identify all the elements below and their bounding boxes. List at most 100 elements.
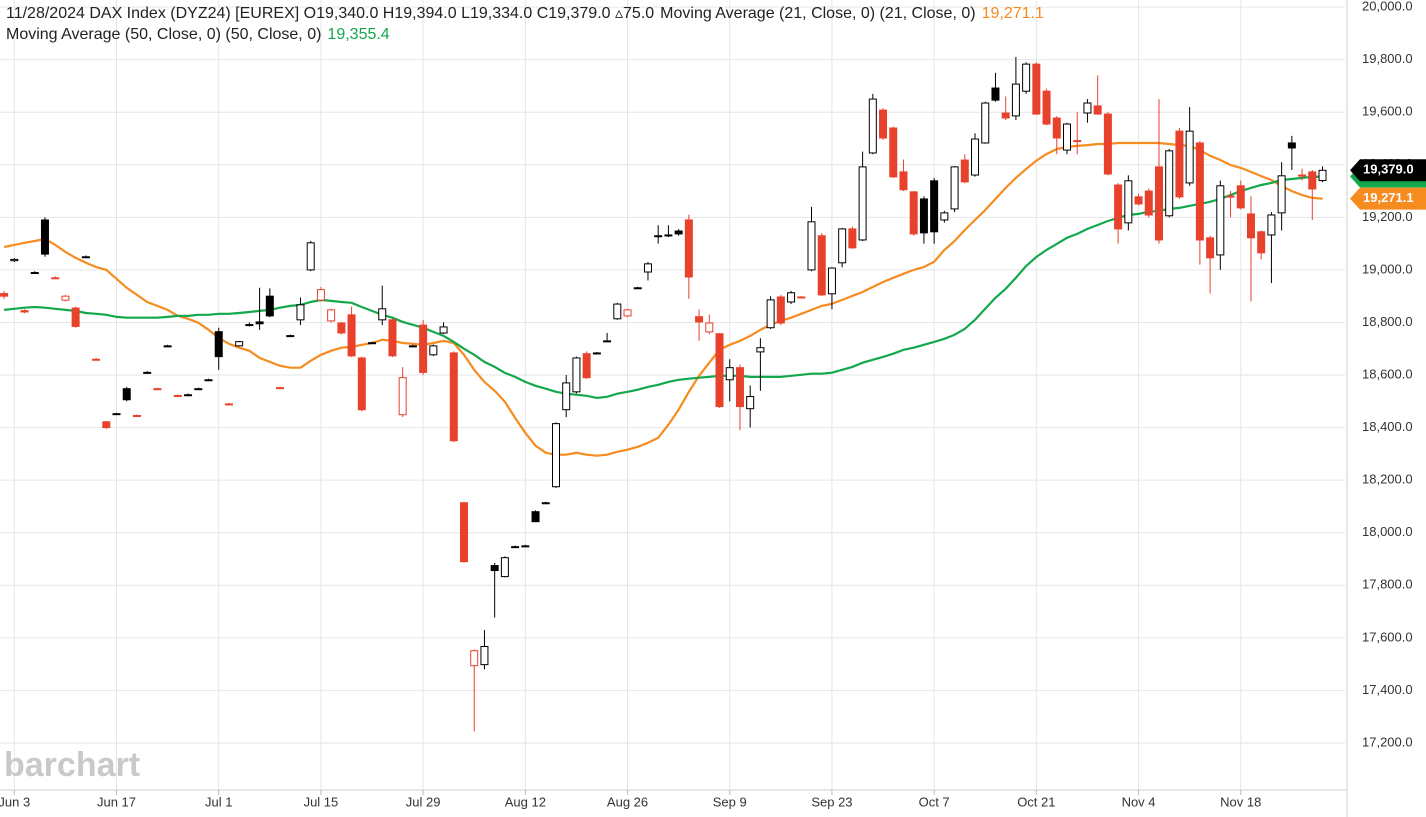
candle-body (868, 98, 877, 154)
candle-body (327, 309, 336, 322)
candle-body (30, 272, 39, 275)
candle-body (623, 309, 632, 317)
x-tick-label: Oct 7 (919, 794, 950, 809)
ma-line (3, 175, 1323, 400)
candle-body (1144, 190, 1153, 216)
candle-body (439, 326, 448, 334)
candle-body (51, 277, 60, 280)
y-tick-label: 17,400.0 (1362, 682, 1413, 697)
candle-body (1185, 130, 1194, 184)
header: 11/28/2024 DAX Index (DYZ24) [EUREX] O19… (6, 5, 654, 22)
candle-body (725, 367, 734, 381)
x-tick-label: Oct 21 (1017, 794, 1055, 809)
candle-body (838, 228, 847, 264)
candle-body (1287, 142, 1296, 149)
x-tick-label: Sep 9 (713, 794, 747, 809)
price-badge-label: 19,379.0 (1363, 162, 1414, 177)
candle-body (950, 166, 959, 210)
candle-body (735, 367, 744, 408)
candle-body (235, 341, 244, 347)
candle-body (368, 342, 377, 345)
candle-body (245, 324, 254, 327)
candle-body (184, 394, 193, 397)
x-tick-label: Sep 23 (811, 794, 852, 809)
candle-body (643, 263, 652, 273)
legend-value: 19,355.4 (327, 26, 389, 43)
candle-body (61, 295, 70, 301)
candle-body (1277, 175, 1286, 214)
candle-body (582, 353, 591, 379)
candle-body (378, 308, 387, 321)
candle-body (1063, 123, 1072, 151)
moving-averages (3, 141, 1323, 457)
candle-body (797, 296, 806, 299)
candle-body (971, 138, 980, 176)
candle-body (143, 371, 152, 374)
candle-body (449, 352, 458, 442)
y-tick-label: 19,800.0 (1362, 51, 1413, 66)
y-tick-label: 19,000.0 (1362, 261, 1413, 276)
candle-body (1216, 185, 1225, 256)
grid (0, 0, 1345, 790)
candle-body (705, 322, 714, 333)
candle-body (746, 396, 755, 410)
y-tick-label: 17,800.0 (1362, 577, 1413, 592)
candle-body (1165, 150, 1174, 217)
candle-body (490, 565, 499, 572)
candle-body (408, 345, 417, 348)
candle-body (592, 352, 601, 355)
candle-body (715, 333, 724, 408)
candle-body (756, 347, 765, 353)
candle-body (296, 304, 305, 321)
candle-body (1052, 117, 1061, 139)
y-tick-label: 17,600.0 (1362, 629, 1413, 644)
candle-body (419, 324, 428, 373)
candle-body (347, 314, 356, 357)
candle-body (766, 299, 775, 329)
candle-body (551, 423, 560, 488)
candle-body (664, 234, 673, 237)
candle-body (112, 413, 121, 416)
candle-body (674, 230, 683, 235)
candle-body (960, 159, 969, 183)
candle-body (265, 295, 274, 317)
candle-body (1154, 166, 1163, 241)
candle-body (398, 377, 407, 416)
candle-body (204, 379, 213, 382)
candle-body (1073, 140, 1082, 143)
candle-body (1257, 231, 1266, 254)
candle-body (10, 258, 19, 262)
y-tick-label: 18,600.0 (1362, 366, 1413, 381)
candle-body (848, 228, 857, 249)
candle-body (460, 502, 469, 563)
candle-body (511, 546, 520, 549)
legend-name: Moving Average (50, Close, 0) (50, Close… (6, 26, 321, 43)
candle-body (991, 87, 1000, 101)
candle-body (531, 511, 540, 523)
candle-body (224, 403, 233, 406)
candle-body (633, 287, 642, 290)
candle-body (776, 296, 785, 324)
candle-body (470, 650, 479, 667)
candle-body (1246, 213, 1255, 239)
candle-body (194, 388, 203, 391)
candle-body (899, 171, 908, 191)
y-tick-label: 18,000.0 (1362, 524, 1413, 539)
y-tick-label: 18,800.0 (1362, 314, 1413, 329)
x-tick-label: Jul 29 (406, 794, 441, 809)
candle-body (603, 340, 612, 343)
candle-body (357, 357, 366, 411)
x-tick-label: Jun 3 (0, 794, 30, 809)
x-tick-label: Nov 18 (1220, 794, 1261, 809)
candle-body (286, 335, 295, 338)
y-tick-label: 19,600.0 (1362, 104, 1413, 119)
price-badge (1350, 159, 1426, 182)
candle-body (562, 382, 571, 411)
y-tick-label: 17,200.0 (1362, 734, 1413, 749)
candle-body (889, 127, 898, 178)
candle-body (981, 102, 990, 144)
candle-body (1124, 180, 1133, 224)
candle-body (71, 307, 80, 327)
